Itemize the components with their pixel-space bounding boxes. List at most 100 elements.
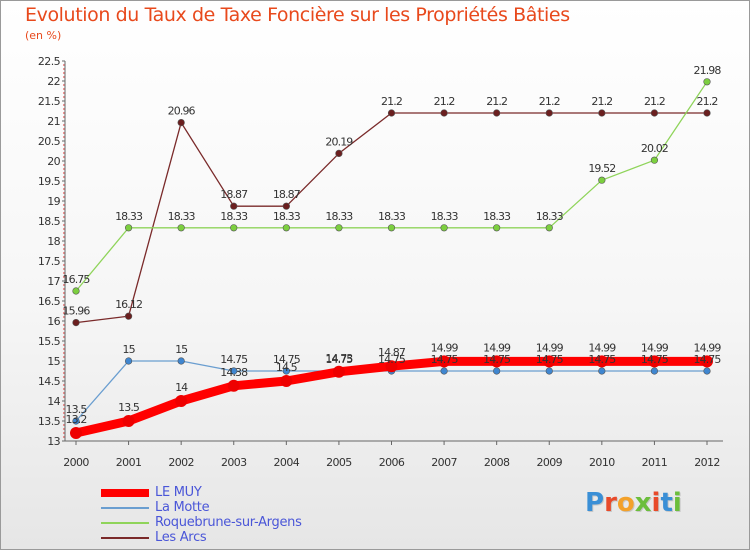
data-label-la-motte: 14.75 (483, 353, 511, 366)
data-label-le-muy: 14.99 (694, 341, 722, 354)
y-minor-tick (63, 244, 65, 246)
y-minor-tick (63, 372, 65, 374)
data-label-les-arcs: 21.2 (539, 95, 560, 108)
data-label-les-arcs: 21.2 (381, 95, 402, 108)
y-minor-tick (63, 164, 65, 166)
point-la-motte (598, 367, 606, 375)
data-label-le-muy: 14.5 (276, 361, 298, 374)
point-les-arcs (335, 149, 343, 157)
data-label-le-muy: 14.38 (220, 366, 248, 379)
data-label-la-motte: 14.75 (694, 353, 722, 366)
y-minor-tick (63, 248, 65, 250)
data-label-le-muy: 13.2 (66, 413, 87, 426)
data-label-les-arcs: 21.2 (697, 95, 718, 108)
y-minor-tick (63, 276, 65, 278)
point-le-muy (280, 375, 293, 387)
point-roquebrune-sur-argens (387, 224, 396, 232)
x-tick-label: 2007 (431, 456, 457, 469)
point-roquebrune-sur-argens (282, 224, 290, 232)
legend-swatch (101, 489, 149, 497)
point-roquebrune-sur-argens (545, 224, 553, 232)
y-minor-tick (63, 108, 65, 110)
y-minor-tick (63, 348, 65, 350)
y-minor-tick (63, 236, 65, 238)
y-tick-label: 17 (47, 275, 60, 288)
data-label-le-muy: 14.99 (641, 341, 669, 354)
logo-letter: P (585, 488, 605, 518)
point-la-motte (177, 357, 185, 365)
y-minor-tick (63, 156, 65, 158)
data-label-roquebrune-sur-argens: 21.98 (694, 64, 722, 77)
y-tick-label: 22 (47, 75, 60, 88)
y-minor-tick (63, 136, 65, 138)
legend-swatch (101, 522, 149, 524)
point-les-arcs (650, 109, 659, 117)
data-label-les-arcs: 21.2 (591, 95, 612, 108)
data-label-le-muy: 14.99 (431, 341, 459, 354)
point-les-arcs (545, 109, 553, 117)
point-roquebrune-sur-argens (598, 176, 606, 184)
y-tick-label: 21 (47, 115, 60, 128)
point-la-motte (650, 367, 659, 375)
y-minor-tick (63, 264, 65, 266)
y-minor-tick (63, 428, 65, 430)
y-minor-tick (63, 184, 65, 186)
y-minor-tick (63, 376, 65, 378)
y-minor-tick (63, 64, 65, 66)
legend-swatch (101, 507, 149, 509)
unit-label: (en %) (25, 29, 62, 42)
y-minor-tick (63, 436, 65, 438)
logo-letter: i (672, 488, 682, 518)
y-tick-label: 16 (47, 315, 60, 328)
y-minor-tick (63, 296, 65, 298)
y-minor-tick (63, 128, 65, 130)
y-minor-tick (63, 324, 65, 326)
data-label-la-motte: 13.5 (66, 403, 88, 416)
point-le-muy (70, 427, 82, 439)
data-label-roquebrune-sur-argens: 18.33 (483, 210, 511, 223)
point-les-arcs (282, 202, 290, 210)
y-tick-label: 22.5 (38, 55, 61, 68)
y-tick-label: 21.5 (38, 95, 61, 108)
y-minor-tick (63, 308, 65, 310)
data-label-les-arcs: 20.96 (168, 105, 196, 118)
data-label-roquebrune-sur-argens: 19.52 (588, 162, 615, 175)
data-label-le-muy: 14.99 (536, 341, 564, 354)
x-tick-label: 2009 (536, 456, 562, 469)
point-le-muy (385, 360, 398, 373)
x-tick-label: 2001 (116, 456, 142, 469)
y-minor-tick (63, 88, 65, 90)
y-tick-label: 18 (47, 235, 60, 248)
x-tick-label: 2000 (63, 456, 89, 469)
point-la-motte (230, 367, 238, 375)
point-le-muy (595, 355, 608, 368)
logo-letter: o (616, 488, 635, 518)
y-minor-tick (63, 272, 65, 274)
y-minor-tick (63, 388, 65, 390)
point-la-motte (72, 417, 80, 425)
proxiti-logo: Proxiti (585, 488, 682, 518)
y-minor-tick (63, 384, 65, 386)
point-le-muy (175, 395, 188, 407)
y-tick-label: 20.5 (38, 135, 61, 148)
x-tick-label: 2006 (379, 456, 405, 469)
data-labels-layer: 15.96 16.12 20.96 18.87 18.87 20.19 21.2 21.2 21… (63, 64, 723, 426)
point-le-muy (122, 415, 135, 427)
data-label-le-muy: 14.99 (588, 341, 616, 354)
legend-label: Les Arcs (155, 530, 207, 545)
y-minor-tick (63, 396, 65, 398)
y-minor-tick (63, 168, 65, 170)
data-label-le-muy: 14.87 (378, 346, 406, 359)
data-label-roquebrune-sur-argens: 18.33 (220, 210, 248, 223)
point-la-motte (124, 357, 133, 365)
y-minor-tick (63, 172, 65, 174)
y-tick-label: 13 (47, 435, 60, 448)
y-minor-tick (63, 208, 65, 210)
y-minor-tick (63, 84, 65, 86)
data-label-le-muy: 14.73 (325, 352, 353, 365)
data-label-roquebrune-sur-argens: 18.33 (431, 210, 459, 223)
y-minor-tick (63, 252, 65, 254)
y-minor-tick (63, 224, 65, 226)
data-label-les-arcs: 21.2 (434, 95, 455, 108)
point-les-arcs (387, 109, 396, 117)
